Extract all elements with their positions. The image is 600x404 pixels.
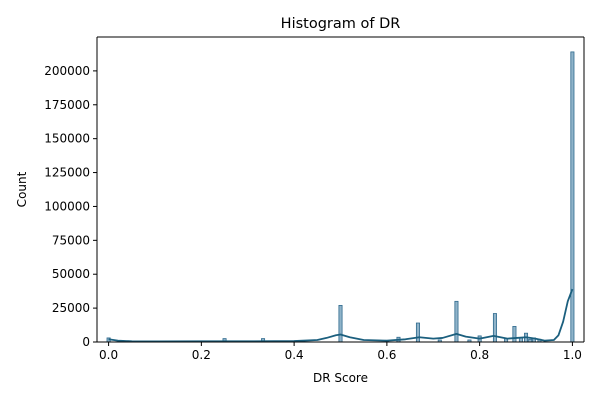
y-tick-label: 150000: [44, 132, 90, 146]
histogram-bar: [570, 51, 575, 343]
y-axis-title: Count: [15, 171, 29, 207]
x-axis-title: DR Score: [313, 371, 368, 385]
x-tick-label: 0.4: [285, 348, 304, 362]
histogram-bars: [106, 51, 575, 343]
histogram-bar: [338, 304, 343, 343]
y-tick-label: 0: [82, 335, 90, 349]
y-tick-label: 200000: [44, 64, 90, 78]
y-tick-label: 100000: [44, 199, 90, 213]
histogram-bar: [492, 313, 497, 343]
histogram-bar: [415, 322, 420, 343]
x-tick-label: 1.0: [563, 348, 582, 362]
y-tick-label: 50000: [52, 267, 90, 281]
x-tick-label: 0.8: [470, 348, 489, 362]
chart-title: Histogram of DR: [281, 16, 401, 32]
kde-curve-layer: [108, 288, 574, 343]
kde-curve: [108, 288, 574, 343]
x-axis-ticks: 0.0 0.2 0.4 0.6 0.8 1.0: [99, 342, 582, 362]
y-tick-label: 75000: [52, 233, 90, 247]
histogram-bar: [512, 326, 517, 343]
x-tick-label: 0.0: [99, 348, 118, 362]
x-tick-label: 0.6: [377, 348, 396, 362]
axes: [96, 36, 585, 343]
y-tick-label: 125000: [44, 166, 90, 180]
histogram-bar: [454, 300, 459, 343]
y-axis-ticks: 0 25000 50000 75000 100000 125000 150000 175000…: [44, 64, 97, 349]
y-tick-label: 25000: [52, 301, 90, 315]
x-tick-label: 0.2: [192, 348, 211, 362]
y-tick-label: 175000: [44, 98, 90, 112]
